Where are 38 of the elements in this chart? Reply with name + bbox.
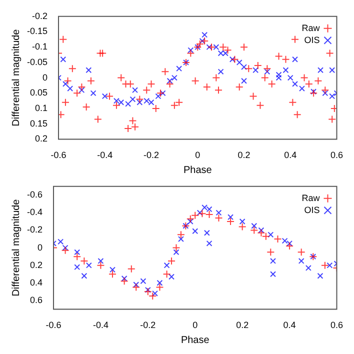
y-axis-title: Differential magnitude	[10, 198, 22, 296]
x-tick-label: -0.6	[50, 150, 66, 160]
x-axis-title: Phase	[180, 334, 210, 346]
x-tick-label: 0.2	[236, 320, 249, 330]
x-tick-label: -0.4	[92, 320, 108, 330]
x-tick-label: -0.4	[97, 150, 113, 160]
y-axis-title: Differential magnitude	[10, 28, 22, 126]
y-tick-label: -0.15	[27, 26, 48, 36]
legend-label: OIS	[304, 204, 320, 215]
legend-label: Raw	[302, 192, 320, 203]
y-tick-label: 0	[42, 72, 48, 82]
x-tick-label: 0.2	[238, 150, 250, 160]
x-tick-label: 0.4	[283, 320, 296, 330]
y-tick-label: 0.6	[30, 294, 43, 305]
x-tick-label: -0.6	[46, 320, 62, 330]
y-tick-label: 0	[37, 242, 43, 252]
y-tick-label: 0.05	[30, 88, 48, 98]
x-tick-label: 0	[195, 150, 200, 160]
y-tick-label: -0.6	[26, 190, 43, 200]
y-tick-label: -0.2	[26, 224, 43, 235]
y-tick-label: 0.4	[30, 277, 43, 288]
x-axis-title: Phase	[183, 164, 212, 176]
y-tick-label: 0.1	[35, 102, 48, 113]
x-tick-label: 0.6	[330, 320, 343, 330]
y-tick-label: 0.2	[30, 260, 43, 270]
x-tick-label: 0	[192, 320, 198, 330]
x-tick-label: 0.4	[284, 150, 297, 160]
legend-label: Raw	[302, 22, 320, 33]
y-tick-label: -0.1	[32, 42, 48, 52]
x-tick-label: -0.2	[144, 150, 160, 160]
y-tick-label: 0.2	[35, 134, 48, 144]
y-tick-label: -0.2	[32, 10, 48, 21]
x-tick-label: -0.2	[140, 320, 156, 330]
y-tick-label: -0.05	[27, 56, 48, 67]
y-tick-label: -0.4	[26, 207, 43, 218]
legend-label: OIS	[304, 34, 320, 45]
x-tick-label: 0.6	[330, 150, 343, 160]
y-tick-label: 0.15	[30, 118, 48, 128]
